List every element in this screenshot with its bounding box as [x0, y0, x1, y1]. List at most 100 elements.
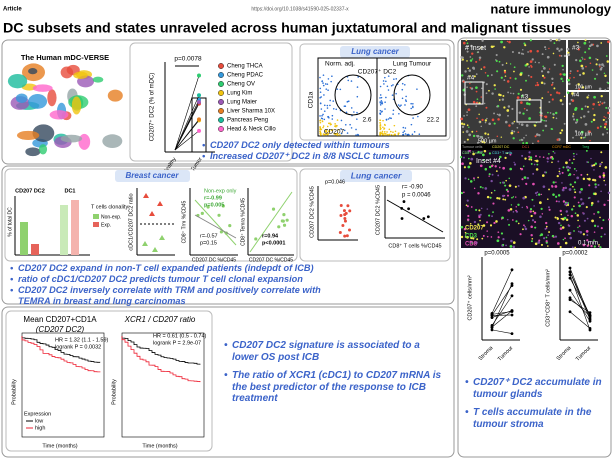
- cell: [519, 73, 523, 76]
- cell: [463, 156, 465, 159]
- cell: [477, 223, 479, 226]
- event: [335, 132, 337, 135]
- cell: [582, 212, 585, 215]
- cell: [511, 122, 514, 125]
- cell: [580, 173, 583, 176]
- cell: [567, 214, 569, 217]
- cell: [600, 190, 602, 193]
- cell: [567, 78, 571, 82]
- legend-marker: [218, 72, 224, 78]
- cell: [574, 246, 577, 249]
- cell: [508, 177, 510, 180]
- cell: [562, 166, 565, 169]
- cell: [588, 184, 591, 187]
- cell: [463, 227, 467, 231]
- cell: [486, 74, 489, 77]
- cell: [596, 58, 599, 61]
- legend-title: T cells clonality:: [91, 204, 130, 210]
- bullet: Increased CD207⁺ DC2 in 8/8 NSCLC tumour…: [202, 151, 450, 162]
- cell: [600, 151, 603, 154]
- x-label: Time (months): [42, 443, 77, 449]
- event: [404, 127, 407, 129]
- cell: [544, 124, 548, 128]
- point: [254, 237, 258, 241]
- cell: [486, 195, 490, 199]
- point: [339, 213, 343, 217]
- cell: [504, 198, 507, 201]
- marker-label: Tumour cells: [462, 145, 483, 149]
- cell: [502, 166, 506, 170]
- cell: [480, 68, 483, 70]
- event: [350, 127, 353, 129]
- cell: [520, 52, 523, 55]
- paired-lines: [490, 266, 592, 335]
- pair-line: [491, 285, 513, 316]
- event: [340, 119, 343, 122]
- point: [343, 219, 347, 223]
- cell: [496, 196, 499, 200]
- event: [383, 83, 385, 85]
- event: [405, 100, 408, 103]
- y-label: % of total DC: [7, 207, 13, 237]
- cluster: [25, 147, 41, 157]
- cell: [605, 55, 608, 57]
- cell: [532, 210, 535, 213]
- event: [392, 113, 394, 115]
- point: [510, 313, 514, 317]
- cell: [556, 138, 559, 141]
- event: [323, 104, 326, 107]
- cell: [512, 241, 516, 244]
- cell: [509, 86, 512, 89]
- cell: [560, 213, 563, 216]
- cell: [480, 151, 482, 153]
- cell: [528, 117, 532, 120]
- event: [319, 87, 322, 90]
- event: [386, 85, 389, 88]
- cell: [566, 165, 570, 169]
- cell: [538, 133, 541, 137]
- cell: [542, 237, 546, 240]
- event: [344, 124, 347, 126]
- cell: [562, 80, 564, 83]
- cell: [498, 99, 501, 101]
- title-bg: [340, 170, 412, 182]
- cell: [565, 210, 568, 213]
- cell: [460, 191, 464, 195]
- cell: [460, 235, 464, 239]
- pair-line: [491, 311, 513, 315]
- cell: [532, 182, 535, 186]
- cell: [530, 240, 533, 243]
- point: [490, 316, 494, 319]
- cell: [499, 181, 502, 184]
- event: [383, 130, 386, 133]
- cluster: [102, 134, 123, 148]
- cell: [573, 167, 576, 170]
- event: [323, 133, 326, 136]
- point: [339, 204, 343, 208]
- cell: [476, 141, 479, 144]
- cell: [595, 63, 598, 66]
- event: [329, 99, 332, 102]
- cell: [579, 46, 581, 48]
- event: [412, 103, 414, 105]
- cell: [524, 157, 527, 160]
- cell: [471, 58, 474, 60]
- cell: [461, 58, 464, 61]
- cell: [559, 227, 563, 230]
- cell: [586, 234, 589, 237]
- legend-marker: [218, 90, 224, 96]
- legend-label: Head & Neck Cillo: [227, 127, 276, 133]
- cell: [591, 219, 594, 223]
- cell: [571, 246, 574, 249]
- cell: [541, 174, 545, 177]
- cell: [592, 102, 595, 106]
- cell: [465, 39, 468, 42]
- cell: [479, 186, 482, 189]
- event: [349, 123, 351, 126]
- cell: [509, 207, 513, 211]
- cell: [577, 83, 580, 86]
- cell: [597, 211, 600, 214]
- cell: [607, 199, 609, 202]
- cell: [604, 166, 608, 169]
- event: [393, 78, 395, 80]
